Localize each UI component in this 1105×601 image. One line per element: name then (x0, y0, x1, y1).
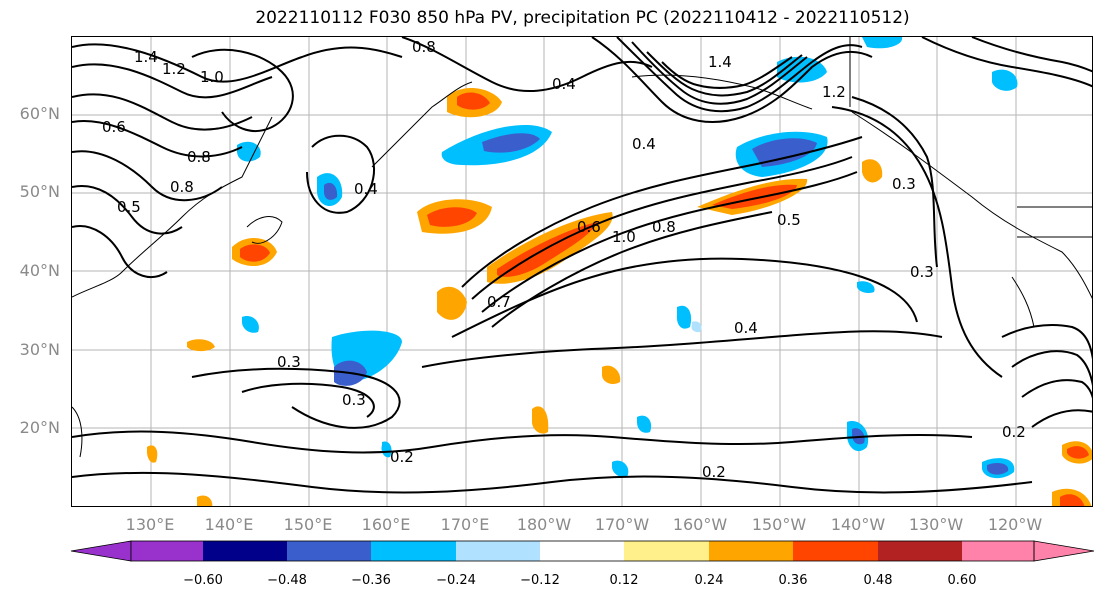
lon-label-140e: 140°E (204, 515, 254, 534)
colorbar-tick-label: −0.12 (520, 573, 560, 588)
gridlines (72, 37, 1092, 506)
colorbar-bin (878, 541, 962, 561)
lon-label-150w: 150°W (751, 515, 807, 534)
contour-labels: 1.4 1.2 1.0 0.6 0.8 0.4 1.4 1.2 0.4 0.8 … (102, 38, 1026, 481)
colorbar-bin (203, 541, 287, 561)
lat-label-30n: 30°N (19, 340, 60, 359)
colorbar-tick-label: −0.60 (183, 573, 223, 588)
colorbar-bin (624, 541, 709, 561)
lat-label-20n: 20°N (19, 418, 60, 437)
contour-label: 0.2 (702, 463, 726, 481)
contour-label: 0.3 (892, 175, 916, 193)
contour-label: 0.4 (354, 180, 378, 198)
contour-label: 0.5 (777, 211, 801, 229)
colorbar-tick-label: 0.24 (694, 573, 724, 588)
contour-label: 0.6 (102, 118, 126, 136)
lon-label-140w: 140°W (830, 515, 886, 534)
colorbar-bin (456, 541, 540, 561)
contour-label: 0.6 (577, 218, 601, 236)
contour-label: 0.4 (734, 319, 758, 337)
colorbar-tick-label: 0.60 (947, 573, 977, 588)
contour-label: 0.8 (652, 218, 676, 236)
colorbar-tick-label: 0.36 (778, 573, 808, 588)
contour-label: 0.2 (1002, 423, 1026, 441)
colorbar-bin (371, 541, 456, 561)
lon-label-180w: 180°W (516, 515, 572, 534)
lon-label-160e: 160°E (361, 515, 411, 534)
colorbar-tick-label: −0.24 (436, 573, 476, 588)
pv-contours (72, 37, 1092, 494)
lon-label-170w: 170°W (594, 515, 650, 534)
lon-label-160w: 160°W (672, 515, 728, 534)
colorbar-over-arrow (1033, 540, 1095, 562)
colorbar-bin (540, 541, 624, 561)
map-panel: 1.4 1.2 1.0 0.6 0.8 0.4 1.4 1.2 0.4 0.8 … (71, 36, 1093, 507)
colorbar-tick-label: −0.48 (267, 573, 307, 588)
colorbar-tick-label: 0.12 (609, 573, 639, 588)
contour-label: 0.8 (412, 38, 436, 56)
map-title: 2022110112 F030 850 hPa PV, precipitatio… (255, 8, 910, 28)
colorbar-bin (962, 541, 1034, 561)
contour-label: 0.3 (277, 353, 301, 371)
contour-label: 0.4 (552, 75, 576, 93)
lat-label-40n: 40°N (19, 261, 60, 280)
contour-label: 1.0 (200, 68, 224, 86)
contour-label: 1.4 (708, 53, 732, 71)
colorbar-bin (709, 541, 793, 561)
contour-label: 1.4 (134, 48, 158, 66)
colorbar-tick-label: 0.48 (863, 573, 893, 588)
contour-label: 1.2 (822, 83, 846, 101)
contour-label: 0.8 (170, 178, 194, 196)
lon-label-150e: 150°E (283, 515, 333, 534)
contour-label: 0.2 (390, 448, 414, 466)
lon-label-130w: 130°W (908, 515, 964, 534)
colorbar-bin (131, 541, 203, 561)
colorbar-bin (793, 541, 878, 561)
lat-label-50n: 50°N (19, 182, 60, 201)
colorbar (70, 540, 1095, 562)
colorbar-tick-label: −0.36 (351, 573, 391, 588)
contour-label: 0.7 (487, 293, 511, 311)
map-canvas: 1.4 1.2 1.0 0.6 0.8 0.4 1.4 1.2 0.4 0.8 … (72, 37, 1092, 506)
lat-label-60n: 60°N (19, 104, 60, 123)
lon-label-130e: 130°E (125, 515, 175, 534)
contour-label: 0.5 (117, 198, 141, 216)
contour-label: 0.3 (342, 391, 366, 409)
contour-label: 0.8 (187, 148, 211, 166)
lon-label-120w: 120°W (987, 515, 1043, 534)
contour-label: 0.3 (910, 263, 934, 281)
lon-label-170e: 170°E (440, 515, 490, 534)
contour-label: 1.2 (162, 60, 186, 78)
contour-label: 1.0 (612, 228, 636, 246)
contour-label: 0.4 (632, 135, 656, 153)
colorbar-under-arrow (70, 540, 132, 562)
colorbar-bin (287, 541, 371, 561)
